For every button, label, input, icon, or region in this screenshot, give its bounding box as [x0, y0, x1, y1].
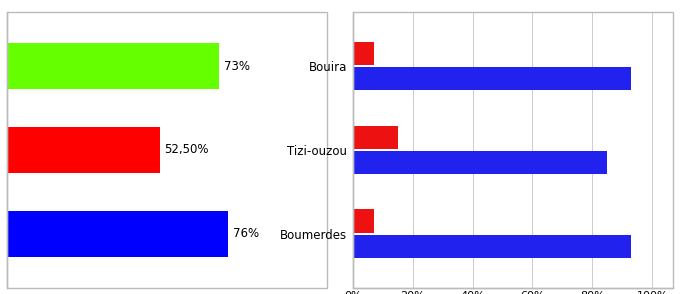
Bar [353, 151, 607, 174]
Text: 73%: 73% [224, 60, 250, 73]
Bar [353, 235, 631, 258]
Bar [353, 67, 631, 91]
Text: 52,50%: 52,50% [164, 143, 209, 156]
Bar [7, 211, 228, 257]
Bar [353, 42, 374, 65]
Bar [7, 43, 220, 89]
Bar [353, 12, 673, 288]
Bar [7, 127, 160, 173]
Bar [7, 12, 327, 288]
Bar [353, 209, 374, 233]
Bar [353, 126, 398, 149]
Text: 76%: 76% [233, 227, 258, 240]
